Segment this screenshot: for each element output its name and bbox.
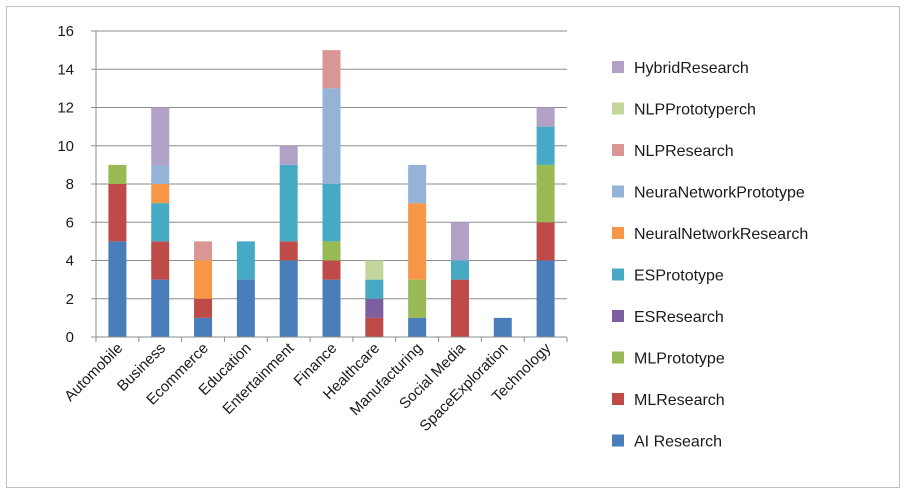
bar-segment-esprototype-business (151, 203, 169, 241)
bar-segment-neuralnetworkresearch-manufacturing (408, 203, 426, 280)
bar-segment-hybridresearch-business (151, 108, 169, 165)
y-tick-label: 4 (66, 253, 74, 270)
legend-label: NeuraNetworkPrototype (634, 185, 805, 202)
legend-label: ESResearch (634, 309, 724, 326)
bar-segment-esprototype-healthcare (365, 280, 383, 299)
y-tick-label: 12 (57, 100, 74, 117)
legend-label: ESPrototype (634, 268, 724, 285)
y-tick-label: 16 (57, 23, 74, 40)
y-tick-label: 8 (66, 176, 74, 193)
bar-segment-esprototype-technology (537, 127, 555, 165)
bar-segment-neuralnetworkresearch-business (151, 184, 169, 203)
legend-swatch (612, 186, 624, 198)
bar-segment-nlpprototyperch-healthcare (365, 261, 383, 280)
legend-label: MLResearch (634, 392, 725, 409)
bar-segment-mlresearch-ecommerce (194, 299, 212, 318)
bar-segment-mlresearch-business (151, 241, 169, 279)
bar-segment-mlresearch-social-media (451, 280, 469, 337)
bar-segment-esprototype-education (237, 241, 255, 279)
legend-label: MLPrototype (634, 351, 725, 368)
bar-segment-nlpresearch-ecommerce (194, 241, 212, 260)
bar-segment-mlresearch-entertainment (280, 241, 298, 260)
axes: 0246810121416AutomobileBusinessEcommerce… (57, 23, 567, 435)
bar-segment-neuranetworkprototype-finance (323, 88, 341, 184)
bar-segment-hybridresearch-entertainment (280, 146, 298, 165)
legend-label: AI Research (634, 434, 722, 451)
bar-segment-esprototype-finance (323, 184, 341, 241)
legend-swatch (612, 352, 624, 364)
legend-label: HybridResearch (634, 60, 749, 77)
bar-segment-mlprototype-finance (323, 241, 341, 260)
bar-segment-ai-research-technology (537, 261, 555, 338)
legend-swatch (612, 393, 624, 405)
bar-segment-hybridresearch-social-media (451, 222, 469, 260)
legend-swatch (612, 435, 624, 447)
bar-segment-mlresearch-healthcare (365, 318, 383, 337)
y-tick-label: 2 (66, 291, 74, 308)
bar-segment-esprototype-entertainment (280, 165, 298, 242)
bars (108, 50, 554, 337)
bar-segment-nlpresearch-finance (323, 50, 341, 88)
bar-segment-ai-research-business (151, 280, 169, 337)
legend-swatch (612, 227, 624, 239)
legend-swatch (612, 310, 624, 322)
bar-segment-mlresearch-technology (537, 222, 555, 260)
y-tick-label: 14 (57, 61, 74, 78)
bar-segment-mlresearch-finance (323, 261, 341, 280)
legend-swatch (612, 103, 624, 115)
legend-swatch (612, 61, 624, 73)
bar-segment-ai-research-ecommerce (194, 318, 212, 337)
legend-swatch (612, 144, 624, 156)
bar-segment-mlprototype-technology (537, 165, 555, 222)
bar-segment-hybridresearch-technology (537, 108, 555, 127)
bar-segment-esresearch-healthcare (365, 299, 383, 318)
legend-label: NLPPrototyperch (634, 102, 756, 119)
legend: HybridResearch NLPPrototyperch NLPResearch… (612, 60, 808, 451)
bar-segment-mlprototype-manufacturing (408, 280, 426, 318)
legend-swatch (612, 269, 624, 281)
bar-segment-esprototype-social-media (451, 261, 469, 280)
bar-segment-ai-research-automobile (108, 241, 126, 337)
legend-label: NeuralNetworkResearch (634, 226, 808, 243)
legend-label: NLPResearch (634, 143, 734, 160)
y-tick-label: 6 (66, 214, 74, 231)
bar-segment-neuranetworkprototype-business (151, 165, 169, 184)
bar-segment-neuranetworkprototype-manufacturing (408, 165, 426, 203)
x-category-label: Automobile (61, 340, 126, 405)
bar-segment-neuralnetworkresearch-ecommerce (194, 261, 212, 299)
bar-segment-mlresearch-automobile (108, 184, 126, 241)
bar-segment-ai-research-education (237, 280, 255, 337)
y-tick-label: 10 (57, 138, 74, 155)
bar-segment-mlprototype-automobile (108, 165, 126, 184)
bar-segment-ai-research-spaceexploration (494, 318, 512, 337)
bar-segment-ai-research-entertainment (280, 261, 298, 338)
bar-segment-ai-research-manufacturing (408, 318, 426, 337)
bar-segment-ai-research-finance (323, 280, 341, 337)
y-tick-label: 0 (66, 329, 74, 346)
